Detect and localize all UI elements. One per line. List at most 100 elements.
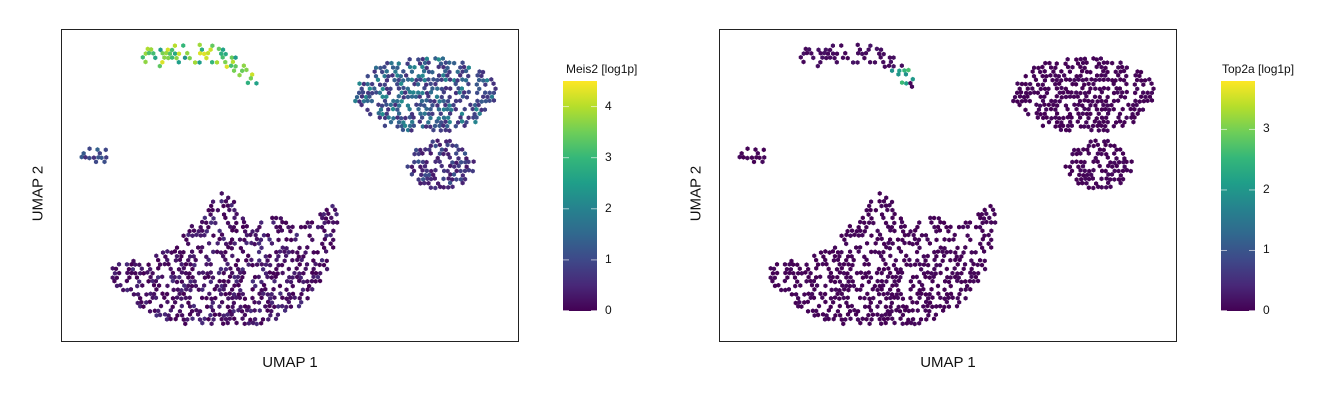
cell-point bbox=[331, 237, 336, 243]
cell-point bbox=[1053, 73, 1058, 78]
cell-point bbox=[872, 283, 877, 289]
cell-point bbox=[210, 59, 215, 65]
cell-point bbox=[292, 295, 297, 301]
cell-point bbox=[192, 262, 197, 268]
cell-point bbox=[1078, 56, 1083, 62]
cell-point bbox=[139, 266, 144, 272]
cell-point bbox=[259, 220, 264, 225]
cell-point bbox=[277, 249, 283, 255]
cell-point bbox=[410, 119, 415, 125]
cell-point bbox=[384, 68, 389, 74]
cell-point bbox=[1095, 151, 1100, 157]
cell-point bbox=[866, 279, 871, 285]
cell-point bbox=[196, 228, 201, 234]
cell-point bbox=[422, 163, 428, 169]
cell-point bbox=[259, 279, 264, 285]
cell-point bbox=[406, 127, 411, 133]
cell-point bbox=[279, 262, 285, 268]
cell-point bbox=[1054, 86, 1059, 91]
cell-point bbox=[837, 270, 842, 275]
cell-point bbox=[946, 295, 951, 301]
cell-point bbox=[1105, 155, 1110, 160]
cell-point bbox=[441, 168, 447, 174]
cell-point bbox=[283, 253, 289, 259]
cell-point bbox=[432, 98, 437, 104]
cell-point bbox=[210, 300, 215, 306]
cell-point bbox=[871, 295, 876, 301]
cell-point bbox=[1099, 123, 1104, 129]
cell-point bbox=[481, 78, 486, 83]
colorbar-gradient bbox=[563, 81, 597, 311]
cell-point bbox=[913, 228, 918, 233]
cell-point bbox=[206, 316, 211, 322]
cell-point bbox=[1065, 106, 1070, 112]
cell-point bbox=[1038, 103, 1043, 109]
cell-point bbox=[1116, 98, 1121, 104]
cell-point bbox=[459, 111, 465, 117]
cell-point bbox=[871, 220, 876, 226]
cell-point bbox=[241, 219, 247, 225]
cell-point bbox=[1143, 94, 1148, 100]
cell-point bbox=[428, 89, 434, 95]
cell-point bbox=[305, 295, 310, 301]
cell-point bbox=[466, 89, 471, 95]
cell-point bbox=[1151, 86, 1156, 92]
cell-point bbox=[217, 287, 222, 293]
cell-point bbox=[875, 304, 880, 309]
cell-point bbox=[881, 51, 886, 57]
cell-point bbox=[1085, 147, 1090, 153]
cell-point bbox=[982, 233, 987, 239]
cell-point bbox=[438, 184, 443, 190]
cell-point bbox=[443, 85, 449, 91]
cell-point bbox=[204, 254, 209, 260]
cluster-top-left-arc bbox=[140, 42, 259, 86]
cell-point bbox=[261, 266, 266, 272]
cell-point bbox=[133, 262, 138, 268]
cell-point bbox=[173, 299, 178, 305]
cell-point bbox=[217, 228, 222, 234]
cell-point bbox=[176, 59, 181, 65]
cell-point bbox=[228, 224, 233, 230]
cell-point bbox=[804, 50, 810, 56]
cell-point bbox=[319, 257, 325, 263]
cell-point bbox=[280, 295, 285, 301]
cell-point bbox=[1090, 98, 1095, 104]
cell-point bbox=[221, 203, 226, 209]
cell-point bbox=[399, 81, 404, 87]
cell-point bbox=[418, 147, 423, 153]
cell-point bbox=[463, 68, 469, 74]
cell-point bbox=[255, 262, 260, 268]
cell-point bbox=[406, 77, 411, 82]
cell-point bbox=[224, 241, 229, 247]
cell-point bbox=[1027, 98, 1032, 104]
cell-point bbox=[1023, 98, 1028, 104]
cell-point bbox=[959, 279, 964, 285]
cell-point bbox=[923, 258, 928, 263]
cell-point bbox=[459, 86, 464, 91]
cell-point bbox=[450, 177, 455, 182]
cell-point bbox=[1042, 111, 1047, 117]
cell-point bbox=[301, 279, 306, 285]
cell-point bbox=[158, 47, 163, 53]
cell-point bbox=[246, 262, 251, 268]
cell-point bbox=[133, 270, 138, 276]
cell-point bbox=[278, 291, 283, 296]
cell-point bbox=[466, 167, 471, 173]
cell-point bbox=[1112, 177, 1117, 182]
cell-point bbox=[209, 296, 214, 302]
cell-point bbox=[464, 156, 469, 161]
cell-point bbox=[305, 279, 310, 284]
cell-point bbox=[927, 241, 933, 246]
cell-point bbox=[1116, 115, 1121, 120]
cell-point bbox=[228, 240, 233, 246]
cell-point bbox=[176, 51, 182, 57]
cell-point bbox=[168, 266, 173, 272]
cell-point bbox=[866, 212, 871, 217]
cell-point bbox=[855, 308, 861, 314]
cell-point bbox=[864, 207, 869, 213]
cell-point bbox=[186, 275, 191, 280]
cell-point bbox=[844, 257, 849, 263]
cell-point bbox=[160, 250, 166, 255]
cell-point bbox=[477, 111, 482, 117]
cell-point bbox=[932, 215, 937, 221]
